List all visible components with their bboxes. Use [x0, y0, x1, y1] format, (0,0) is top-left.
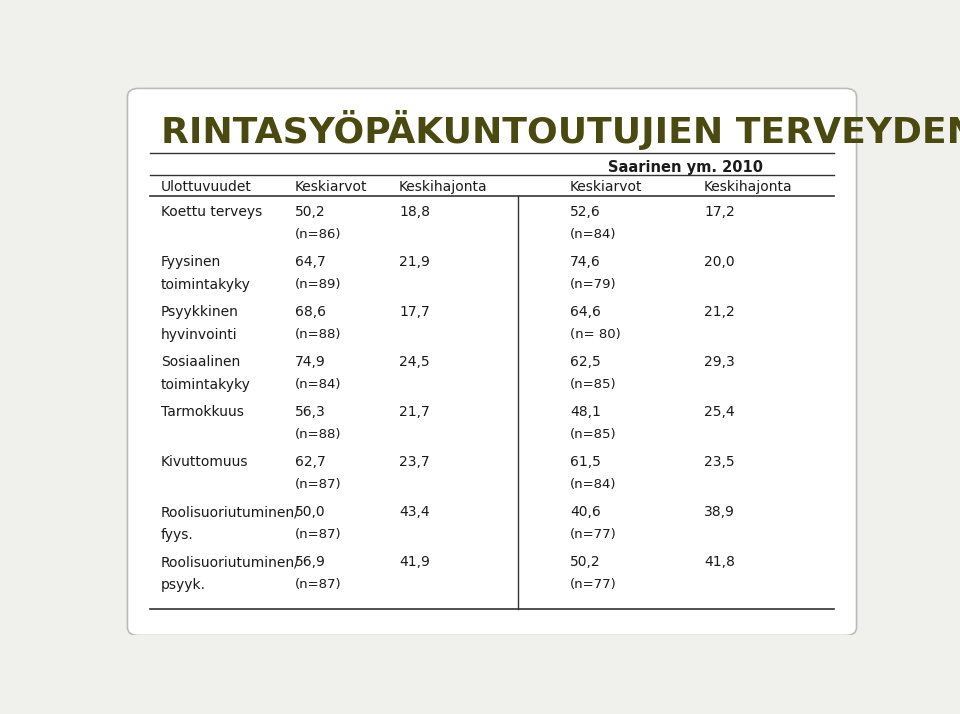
Text: 23,5: 23,5 — [704, 455, 734, 469]
Text: (n=88): (n=88) — [295, 428, 342, 441]
Text: 18,8: 18,8 — [399, 205, 430, 219]
Text: 21,2: 21,2 — [704, 305, 734, 319]
Text: 24,5: 24,5 — [399, 355, 430, 369]
Text: toimintakyky: toimintakyky — [161, 278, 251, 292]
Text: 38,9: 38,9 — [704, 506, 735, 519]
Text: (n=85): (n=85) — [570, 428, 616, 441]
Text: 21,9: 21,9 — [399, 255, 430, 269]
Text: (n=86): (n=86) — [295, 228, 342, 241]
Text: Sosiaalinen: Sosiaalinen — [161, 355, 240, 369]
Text: 21,7: 21,7 — [399, 405, 430, 419]
Text: 62,5: 62,5 — [570, 355, 601, 369]
Text: (n=89): (n=89) — [295, 278, 342, 291]
Text: 50,2: 50,2 — [295, 205, 325, 219]
Text: Ulottuvuudet: Ulottuvuudet — [161, 180, 252, 194]
Text: 43,4: 43,4 — [399, 506, 430, 519]
Text: Keskihajonta: Keskihajonta — [704, 180, 793, 194]
Text: Saarinen ym. 2010: Saarinen ym. 2010 — [608, 160, 763, 175]
Text: 41,9: 41,9 — [399, 555, 430, 569]
Text: 61,5: 61,5 — [570, 455, 601, 469]
Text: (n=79): (n=79) — [570, 278, 616, 291]
Text: Roolisuoriutuminen/: Roolisuoriutuminen/ — [161, 506, 300, 519]
FancyBboxPatch shape — [128, 89, 856, 635]
Text: 40,6: 40,6 — [570, 506, 601, 519]
Text: (n=85): (n=85) — [570, 378, 616, 391]
Text: 23,7: 23,7 — [399, 455, 430, 469]
Text: 64,6: 64,6 — [570, 305, 601, 319]
Text: 50,0: 50,0 — [295, 506, 325, 519]
Text: 17,7: 17,7 — [399, 305, 430, 319]
Text: 20,0: 20,0 — [704, 255, 734, 269]
Text: RINTASYÖPÄKUNTOUTUJIEN TERVEYDENTILA: RINTASYÖPÄKUNTOUTUJIEN TERVEYDENTILA — [161, 111, 960, 151]
Text: 74,9: 74,9 — [295, 355, 325, 369]
Text: toimintakyky: toimintakyky — [161, 378, 251, 392]
Text: 62,7: 62,7 — [295, 455, 325, 469]
Text: 56,9: 56,9 — [295, 555, 325, 569]
Text: Roolisuoriutuminen/: Roolisuoriutuminen/ — [161, 555, 300, 569]
Text: 74,6: 74,6 — [570, 255, 601, 269]
Text: (n=87): (n=87) — [295, 578, 342, 591]
Text: 50,2: 50,2 — [570, 555, 601, 569]
Text: (n=87): (n=87) — [295, 478, 342, 491]
Text: (n=88): (n=88) — [295, 328, 342, 341]
Text: 68,6: 68,6 — [295, 305, 325, 319]
Text: (n=84): (n=84) — [295, 378, 342, 391]
Text: 48,1: 48,1 — [570, 405, 601, 419]
Text: 17,2: 17,2 — [704, 205, 734, 219]
Text: 41,8: 41,8 — [704, 555, 735, 569]
Text: 25,4: 25,4 — [704, 405, 734, 419]
Text: Keskihajonta: Keskihajonta — [399, 180, 488, 194]
Text: 64,7: 64,7 — [295, 255, 325, 269]
Text: Tarmokkuus: Tarmokkuus — [161, 405, 244, 419]
Text: (n= 80): (n= 80) — [570, 328, 621, 341]
Text: 29,3: 29,3 — [704, 355, 734, 369]
Text: Koettu terveys: Koettu terveys — [161, 205, 262, 219]
Text: Keskiarvot: Keskiarvot — [570, 180, 642, 194]
Text: 56,3: 56,3 — [295, 405, 325, 419]
Text: (n=84): (n=84) — [570, 478, 616, 491]
Text: hyvinvointi: hyvinvointi — [161, 328, 237, 342]
Text: (n=77): (n=77) — [570, 528, 617, 541]
Text: psyyk.: psyyk. — [161, 578, 206, 593]
Text: (n=87): (n=87) — [295, 528, 342, 541]
Text: Fyysinen: Fyysinen — [161, 255, 221, 269]
Text: (n=84): (n=84) — [570, 228, 616, 241]
Text: 52,6: 52,6 — [570, 205, 601, 219]
Text: fyys.: fyys. — [161, 528, 194, 542]
Text: (n=77): (n=77) — [570, 578, 617, 591]
Text: Kivuttomuus: Kivuttomuus — [161, 455, 249, 469]
Text: Keskiarvot: Keskiarvot — [295, 180, 368, 194]
Text: Psyykkinen: Psyykkinen — [161, 305, 239, 319]
